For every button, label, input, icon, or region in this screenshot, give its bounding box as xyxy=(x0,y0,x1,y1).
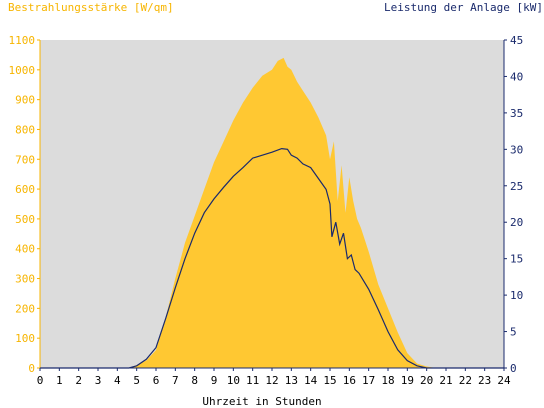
x-tick-label: 2 xyxy=(75,374,82,387)
x-tick-label: 20 xyxy=(420,374,433,387)
left-tick-label: 1100 xyxy=(9,34,36,47)
right-axis-title: Leistung der Anlage [kW] xyxy=(384,1,543,14)
x-tick-label: 13 xyxy=(285,374,298,387)
right-tick-label: 40 xyxy=(510,70,523,83)
x-tick-label: 4 xyxy=(114,374,121,387)
power-line xyxy=(40,147,504,369)
right-tick-label: 35 xyxy=(510,107,523,120)
right-tick-label: 10 xyxy=(510,289,523,302)
left-tick-label: 500 xyxy=(15,213,35,226)
left-tick-label: 800 xyxy=(15,123,35,136)
irradiance-area xyxy=(40,57,504,369)
x-tick-label: 12 xyxy=(265,374,278,387)
right-tick-label: 30 xyxy=(510,143,523,156)
x-tick-label: 0 xyxy=(37,374,44,387)
series-layer xyxy=(40,57,504,369)
x-tick-label: 16 xyxy=(343,374,356,387)
right-tick-label: 5 xyxy=(510,326,517,339)
x-tick-label: 3 xyxy=(95,374,102,387)
right-tick-label: 20 xyxy=(510,216,523,229)
x-tick-label: 1 xyxy=(56,374,63,387)
left-tick-label: 300 xyxy=(15,273,35,286)
x-tick-label: 18 xyxy=(381,374,394,387)
right-tick-label: 45 xyxy=(510,34,523,47)
x-tick-label: 8 xyxy=(191,374,198,387)
x-tick-label: 10 xyxy=(227,374,240,387)
right-tick-label: 15 xyxy=(510,253,523,266)
x-tick-label: 7 xyxy=(172,374,179,387)
left-axis-title: Bestrahlungsstärke [W/qm] xyxy=(8,1,174,14)
x-tick-label: 11 xyxy=(246,374,259,387)
x-tick-label: 19 xyxy=(401,374,414,387)
x-tick-label: 22 xyxy=(459,374,472,387)
left-tick-label: 200 xyxy=(15,302,35,315)
left-tick-label: 900 xyxy=(15,94,35,107)
x-tick-label: 6 xyxy=(153,374,160,387)
left-tick-label: 700 xyxy=(15,153,35,166)
x-tick-label: 15 xyxy=(323,374,336,387)
x-tick-label: 24 xyxy=(497,374,511,387)
left-tick-label: 1000 xyxy=(9,64,36,77)
axes-layer: 0100200300400500600700800900100011000510… xyxy=(9,34,524,387)
x-tick-label: 5 xyxy=(133,374,140,387)
x-tick-label: 14 xyxy=(304,374,318,387)
left-tick-label: 400 xyxy=(15,243,35,256)
x-axis-title: Uhrzeit in Stunden xyxy=(202,395,321,408)
left-tick-label: 0 xyxy=(28,362,35,375)
x-tick-label: 21 xyxy=(439,374,452,387)
left-tick-label: 100 xyxy=(15,332,35,345)
x-tick-label: 23 xyxy=(478,374,491,387)
x-tick-label: 9 xyxy=(211,374,218,387)
right-tick-label: 25 xyxy=(510,180,523,193)
left-tick-label: 600 xyxy=(15,183,35,196)
x-tick-label: 17 xyxy=(362,374,375,387)
right-tick-label: 0 xyxy=(510,362,517,375)
